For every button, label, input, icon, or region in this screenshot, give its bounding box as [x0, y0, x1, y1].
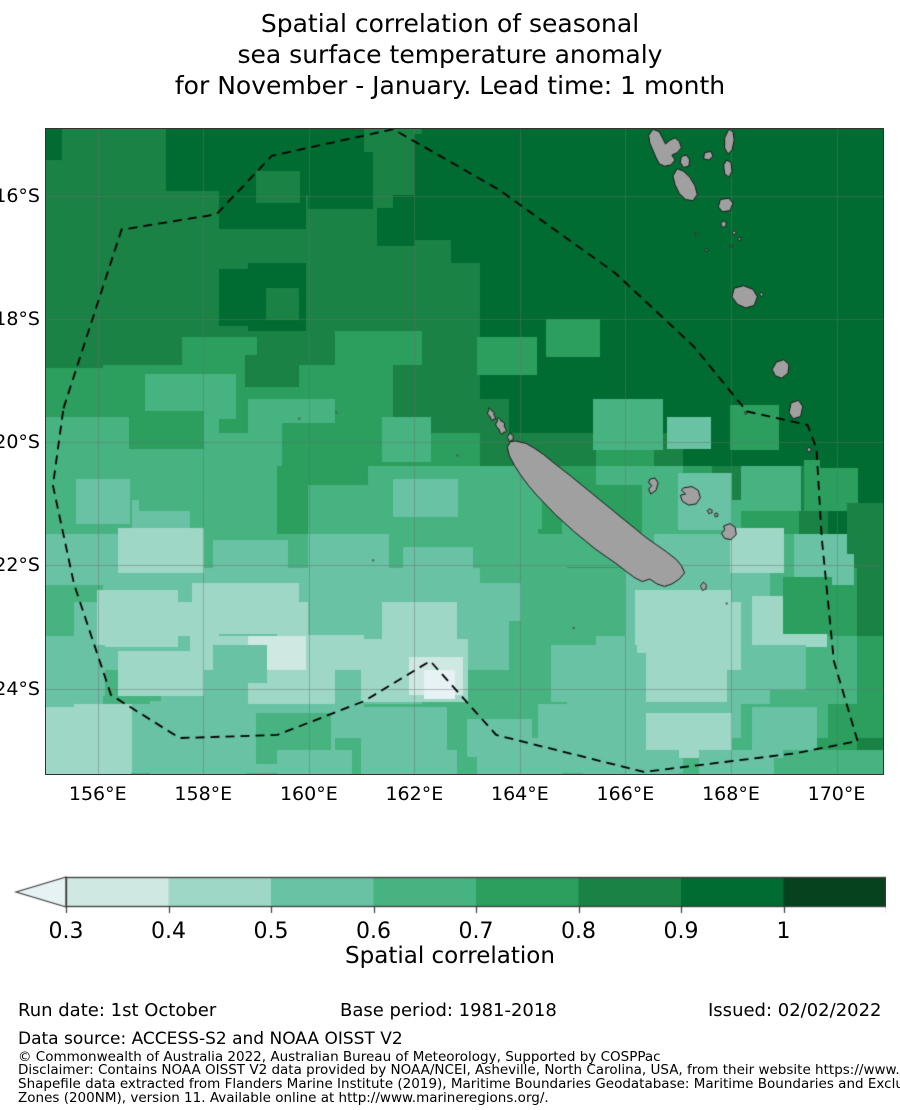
colorbar-tick-label: 1 — [776, 919, 791, 944]
colorbar-label: Spatial correlation — [345, 943, 555, 969]
colorbar-tick-label: 0.3 — [48, 919, 84, 944]
copyright-line: © Commonwealth of Australia 2022, Austra… — [18, 1049, 661, 1065]
y-tick-label: 24°S — [0, 677, 40, 700]
map-panel[interactable] — [45, 128, 884, 775]
x-tick-label: 156°E — [68, 783, 127, 805]
x-tick-label: 158°E — [174, 783, 233, 805]
y-tick-label: 20°S — [0, 431, 40, 454]
x-tick-label: 170°E — [807, 783, 866, 805]
colorbar-tick-label: 0.4 — [151, 919, 186, 944]
x-tick-label: 166°E — [596, 783, 655, 805]
colorbar-tick-label: 0.5 — [253, 919, 289, 944]
base-period: Base period: 1981-2018 — [340, 1000, 557, 1021]
colorbar-tick-label: 0.6 — [356, 919, 391, 944]
disclaimer-line-1: Disclaimer: Contains NOAA OISST V2 data … — [18, 1062, 900, 1078]
colorbar-canvas[interactable] — [14, 875, 886, 915]
data-source: Data source: ACCESS-S2 and NOAA OISST V2 — [18, 1029, 403, 1049]
y-tick-label: 16°S — [0, 184, 40, 207]
colorbar-tick-label: 0.7 — [458, 919, 494, 944]
x-tick-label: 160°E — [279, 783, 338, 805]
colorbar[interactable] — [14, 875, 886, 915]
spatial-correlation-map[interactable] — [45, 128, 884, 775]
disclaimer-line-2: Shapefile data extracted from Flanders M… — [18, 1076, 900, 1092]
y-tick-label: 22°S — [0, 554, 40, 577]
colorbar-tick-label: 0.9 — [663, 919, 699, 944]
x-tick-label: 168°E — [702, 783, 760, 805]
x-tick-label: 164°E — [491, 783, 549, 805]
colorbar-tick-label: 0.8 — [561, 919, 596, 944]
disclaimer-line-3: Zones (200NM), version 11. Available onl… — [18, 1090, 549, 1106]
y-tick-label: 18°S — [0, 308, 40, 331]
footer-meta-row: Run date: 1st October Base period: 1981-… — [0, 1000, 900, 1024]
run-date: Run date: 1st October — [18, 1000, 217, 1021]
page-title: Spatial correlation of seasonal sea surf… — [174, 9, 726, 100]
issued-date: Issued: 02/02/2022 — [708, 1000, 882, 1021]
x-tick-label: 162°E — [385, 783, 444, 805]
